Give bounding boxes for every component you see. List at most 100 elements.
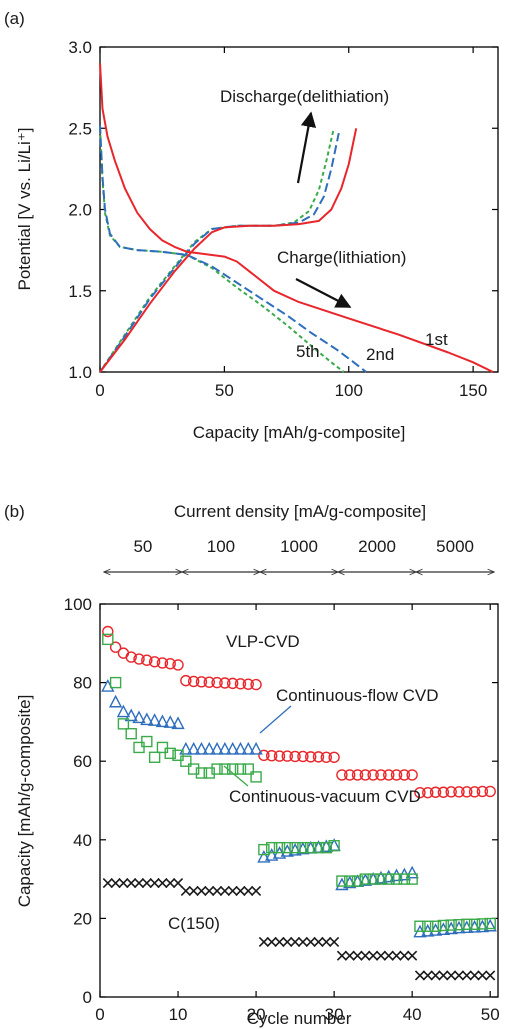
data-point (188, 885, 199, 896)
data-point (117, 718, 130, 730)
data-point (204, 885, 215, 896)
data-point (241, 741, 255, 755)
data-point (273, 750, 286, 762)
data-point (250, 771, 262, 783)
data-point (289, 750, 301, 763)
data-point (165, 877, 176, 889)
data-point (336, 769, 348, 781)
data-point (352, 950, 363, 961)
data-point (437, 919, 450, 932)
data-point (438, 970, 449, 981)
data-point (375, 873, 387, 885)
data-point (147, 713, 162, 726)
data-point (202, 741, 216, 755)
data-point (485, 970, 496, 981)
x-tick-label: 40 (403, 1005, 422, 1024)
data-point (180, 755, 192, 767)
data-point (375, 769, 387, 781)
series-label-2nd: 2nd (366, 345, 394, 364)
data-point (171, 716, 185, 730)
data-point (312, 751, 325, 763)
y-tick-label: 2.0 (68, 201, 92, 220)
data-point (414, 970, 426, 981)
data-point (445, 919, 457, 931)
data-point (461, 970, 472, 981)
data-point (172, 877, 184, 889)
data-point (344, 875, 356, 887)
data-point (102, 877, 113, 889)
data-point (390, 769, 403, 781)
current-density-label: 2000 (358, 537, 396, 556)
data-point (172, 749, 184, 762)
y-tick-label: 2.5 (68, 119, 92, 138)
data-point (446, 970, 457, 981)
data-point (406, 873, 418, 885)
data-point (108, 694, 123, 708)
data-point (218, 741, 232, 755)
data-point (429, 920, 442, 932)
data-point (211, 676, 223, 689)
panel-b-x-axis-title: Cycle number (247, 1009, 352, 1028)
data-point (148, 751, 161, 763)
series-label-continuous-flow-cvd: Continuous-flow CVD (276, 686, 439, 705)
current-density-label: 50 (133, 537, 152, 556)
data-point (359, 769, 372, 781)
panel-b-series (101, 625, 497, 981)
data-point (297, 841, 309, 854)
data-point (265, 749, 278, 762)
data-point (132, 710, 146, 724)
data-point (289, 841, 301, 854)
data-point (164, 658, 176, 670)
data-point (163, 715, 177, 728)
current-density-segments: 50 100 1000 2000 5000 (104, 537, 494, 572)
data-point (234, 763, 247, 775)
data-point (141, 654, 153, 666)
data-point (383, 873, 395, 885)
arrow-discharge (296, 111, 317, 184)
x-tick-label: 10 (169, 1005, 188, 1024)
panel-b: (b) Current density [mA/g-composite] 50 1… (4, 502, 500, 1028)
y-tick-label: 1.5 (68, 282, 92, 301)
data-point (195, 676, 208, 688)
data-point (477, 970, 488, 981)
data-point (102, 633, 114, 646)
data-point (251, 885, 262, 896)
series-label-5th: 5th (296, 342, 320, 361)
data-point (266, 936, 277, 948)
data-point (320, 841, 333, 854)
data-point (140, 712, 154, 726)
data-point (453, 918, 465, 931)
panel-a-x-axis-title: Capacity [mAh/g-composite] (193, 423, 406, 442)
data-point (305, 936, 316, 948)
data-point (336, 875, 348, 887)
data-point (398, 769, 411, 781)
data-point (265, 841, 278, 854)
data-point (110, 877, 121, 889)
series-label-1st: 1st (425, 330, 448, 349)
data-point (405, 865, 419, 879)
data-point (187, 763, 200, 775)
y-tick-label: 3.0 (68, 38, 92, 57)
data-point (227, 885, 238, 896)
annotation-discharge: Discharge(delithiation) (220, 87, 389, 106)
x-tick-label: 0 (95, 1005, 104, 1024)
data-point (367, 873, 379, 885)
data-point (203, 676, 215, 688)
x-tick-label: 0 (95, 381, 104, 400)
y-tick-label: 0 (83, 988, 92, 1007)
data-point (149, 877, 160, 889)
data-point (124, 708, 138, 722)
data-point (242, 763, 254, 775)
series-1st-charge-curve (99, 63, 494, 373)
data-point (257, 849, 271, 863)
panel-b-ticks (99, 603, 498, 998)
data-point (133, 653, 145, 665)
data-point (116, 704, 131, 718)
panel-b-label: (b) (4, 502, 25, 521)
data-point (367, 769, 379, 781)
data-point (196, 885, 207, 896)
data-point (399, 950, 410, 961)
data-point (305, 841, 317, 854)
data-point (186, 741, 201, 755)
